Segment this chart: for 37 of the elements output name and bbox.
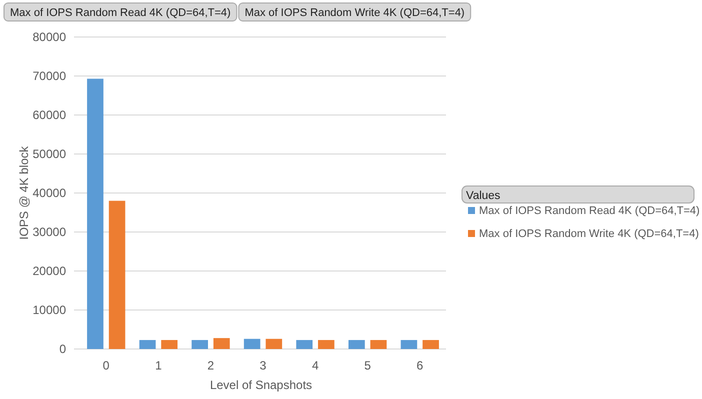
bar <box>318 340 334 349</box>
bar <box>87 78 104 349</box>
y-tick-label: 10000 <box>32 302 66 317</box>
bar <box>422 340 439 349</box>
y-tick-label: 50000 <box>32 146 66 161</box>
bar <box>192 340 208 349</box>
text: Max of IOPS Random Read 4K (QD=64,T=4) <box>10 7 231 19</box>
bar <box>213 338 230 349</box>
bar <box>370 340 387 349</box>
bar <box>108 200 126 349</box>
bar <box>296 340 313 349</box>
bar <box>139 340 156 349</box>
y-tick-label: 20000 <box>32 264 66 278</box>
x-tick-label: 4 <box>312 358 319 373</box>
legend-label: Max of IOPS Random Write 4K (QD=64,T=4) <box>479 228 699 240</box>
legend-label: Max of IOPS Random Read 4K (QD=64,T=4) <box>479 205 700 217</box>
bar <box>348 340 365 349</box>
bar <box>244 338 260 349</box>
x-tick-label: 3 <box>260 358 267 373</box>
y-tick-label: 0 <box>59 342 66 356</box>
y-axis-title: IOPS @ 4K block <box>17 145 31 240</box>
bar <box>266 338 282 349</box>
x-tick-label: 2 <box>207 358 214 373</box>
y-tick-label: 60000 <box>32 108 66 122</box>
bar <box>161 340 178 349</box>
x-tick-label: 1 <box>155 358 162 373</box>
x-tick-label: 6 <box>416 358 424 373</box>
bar <box>400 340 418 349</box>
y-tick-label: 40000 <box>32 186 66 200</box>
y-tick-label: 30000 <box>32 224 66 239</box>
y-tick-label: 70000 <box>32 68 66 83</box>
y-tick-label: 80000 <box>32 30 66 44</box>
x-axis-title: Level of Snapshots <box>210 378 312 392</box>
x-tick-label: 0 <box>102 358 110 373</box>
x-tick-label: 5 <box>364 358 372 373</box>
text: Max of IOPS Random Write 4K (QD=64,T=4) <box>244 7 465 19</box>
legend-title: Values <box>466 190 501 202</box>
